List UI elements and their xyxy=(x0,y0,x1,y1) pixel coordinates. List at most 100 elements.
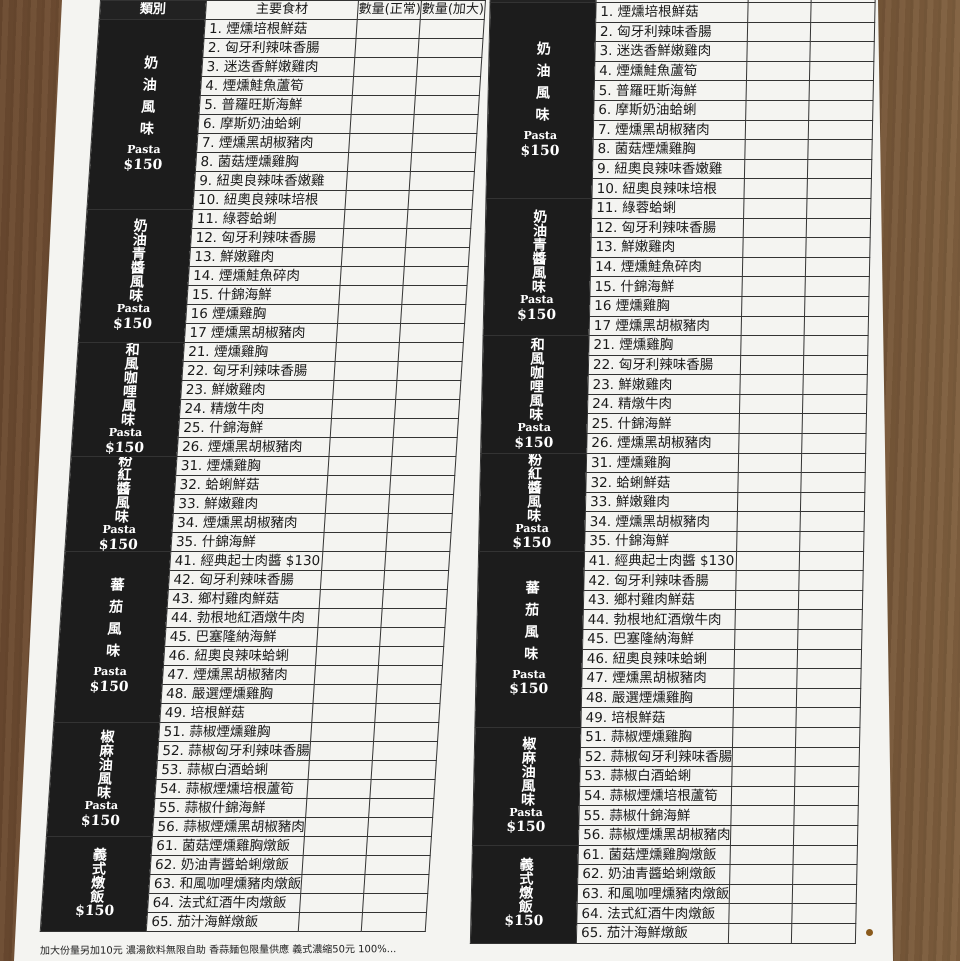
qty-normal-field[interactable] xyxy=(323,532,388,552)
qty-large-field[interactable] xyxy=(370,779,435,799)
qty-normal-field[interactable] xyxy=(742,276,806,297)
qty-normal-field[interactable] xyxy=(332,380,398,400)
qty-normal-field[interactable] xyxy=(733,707,797,728)
qty-large-field[interactable] xyxy=(403,266,468,286)
qty-large-field[interactable] xyxy=(409,171,474,191)
qty-large-field[interactable] xyxy=(381,608,446,628)
qty-normal-field[interactable] xyxy=(733,668,798,689)
qty-large-field[interactable] xyxy=(392,437,457,457)
qty-large-field[interactable] xyxy=(803,374,867,395)
qty-normal-field[interactable] xyxy=(744,178,808,199)
qty-large-field[interactable] xyxy=(377,665,443,685)
qty-normal-field[interactable] xyxy=(324,513,389,533)
qty-large-field[interactable] xyxy=(366,836,431,856)
qty-normal-field[interactable] xyxy=(734,649,798,669)
qty-large-field[interactable] xyxy=(802,394,867,414)
qty-normal-field[interactable] xyxy=(320,570,386,590)
qty-normal-field[interactable] xyxy=(304,817,370,837)
qty-large-field[interactable] xyxy=(793,864,857,885)
qty-normal-field[interactable] xyxy=(745,139,809,160)
qty-normal-field[interactable] xyxy=(742,257,807,277)
qty-normal-field[interactable] xyxy=(331,399,397,419)
qty-large-field[interactable] xyxy=(809,100,873,121)
qty-normal-field[interactable] xyxy=(733,688,798,708)
qty-normal-field[interactable] xyxy=(342,228,408,248)
qty-large-field[interactable] xyxy=(389,475,455,495)
qty-large-field[interactable] xyxy=(791,923,856,943)
qty-normal-field[interactable] xyxy=(326,475,392,495)
qty-large-field[interactable] xyxy=(373,722,439,742)
qty-large-field[interactable] xyxy=(795,747,860,767)
qty-large-field[interactable] xyxy=(397,361,462,381)
qty-large-field[interactable] xyxy=(805,276,869,297)
qty-normal-field[interactable] xyxy=(740,335,805,356)
qty-large-field[interactable] xyxy=(809,61,874,81)
qty-large-field[interactable] xyxy=(798,590,863,610)
qty-large-field[interactable] xyxy=(361,912,427,932)
qty-normal-field[interactable] xyxy=(313,684,378,704)
qty-normal-field[interactable] xyxy=(737,511,801,532)
qty-normal-field[interactable] xyxy=(337,304,403,324)
qty-normal-field[interactable] xyxy=(340,266,405,286)
qty-large-field[interactable] xyxy=(388,494,454,514)
qty-large-field[interactable] xyxy=(385,551,450,571)
qty-large-field[interactable] xyxy=(805,257,870,277)
qty-large-field[interactable] xyxy=(797,629,862,650)
qty-normal-field[interactable] xyxy=(341,247,406,267)
qty-large-field[interactable] xyxy=(407,209,472,229)
qty-normal-field[interactable] xyxy=(747,2,812,23)
qty-large-field[interactable] xyxy=(804,316,869,336)
qty-normal-field[interactable] xyxy=(334,361,399,381)
qty-normal-field[interactable] xyxy=(729,903,793,924)
qty-normal-field[interactable] xyxy=(737,492,802,512)
qty-large-field[interactable] xyxy=(807,159,872,179)
qty-large-field[interactable] xyxy=(800,531,864,552)
qty-normal-field[interactable] xyxy=(345,190,410,210)
qty-large-field[interactable] xyxy=(794,786,859,806)
qty-large-field[interactable] xyxy=(810,41,874,62)
qty-normal-field[interactable] xyxy=(744,159,809,179)
qty-large-field[interactable] xyxy=(391,456,456,476)
qty-large-field[interactable] xyxy=(806,218,871,238)
qty-large-field[interactable] xyxy=(398,342,463,362)
qty-large-field[interactable] xyxy=(793,845,858,865)
qty-large-field[interactable] xyxy=(799,551,864,571)
qty-large-field[interactable] xyxy=(792,884,857,904)
qty-normal-field[interactable] xyxy=(307,779,372,799)
qty-normal-field[interactable] xyxy=(746,61,811,81)
qty-large-field[interactable] xyxy=(795,766,859,787)
qty-normal-field[interactable] xyxy=(746,80,810,101)
qty-large-field[interactable] xyxy=(386,532,451,552)
qty-large-field[interactable] xyxy=(809,80,874,101)
qty-normal-field[interactable] xyxy=(339,285,404,305)
qty-normal-field[interactable] xyxy=(743,218,807,238)
qty-normal-field[interactable] xyxy=(743,237,807,258)
qty-normal-field[interactable] xyxy=(738,433,803,454)
qty-large-field[interactable] xyxy=(380,627,445,647)
qty-large-field[interactable] xyxy=(802,413,867,434)
qty-normal-field[interactable] xyxy=(732,727,797,748)
qty-large-field[interactable] xyxy=(414,95,479,115)
qty-normal-field[interactable] xyxy=(736,570,800,591)
qty-large-field[interactable] xyxy=(416,57,482,77)
qty-normal-field[interactable] xyxy=(302,855,367,875)
qty-large-field[interactable] xyxy=(799,570,863,591)
qty-normal-field[interactable] xyxy=(739,413,803,434)
qty-large-field[interactable] xyxy=(412,133,477,153)
qty-normal-field[interactable] xyxy=(318,608,383,628)
qty-large-field[interactable] xyxy=(804,296,869,316)
qty-large-field[interactable] xyxy=(394,399,460,419)
qty-large-field[interactable] xyxy=(800,492,865,512)
qty-normal-field[interactable] xyxy=(734,629,799,650)
qty-normal-field[interactable] xyxy=(739,394,804,414)
qty-normal-field[interactable] xyxy=(310,722,376,742)
qty-normal-field[interactable] xyxy=(745,120,810,140)
qty-normal-field[interactable] xyxy=(319,589,384,609)
qty-normal-field[interactable] xyxy=(314,665,379,685)
qty-normal-field[interactable] xyxy=(729,884,794,904)
qty-normal-field[interactable] xyxy=(745,100,810,121)
qty-normal-field[interactable] xyxy=(298,912,363,932)
qty-normal-field[interactable] xyxy=(736,551,801,571)
qty-normal-field[interactable] xyxy=(309,741,374,761)
qty-large-field[interactable] xyxy=(792,903,856,924)
